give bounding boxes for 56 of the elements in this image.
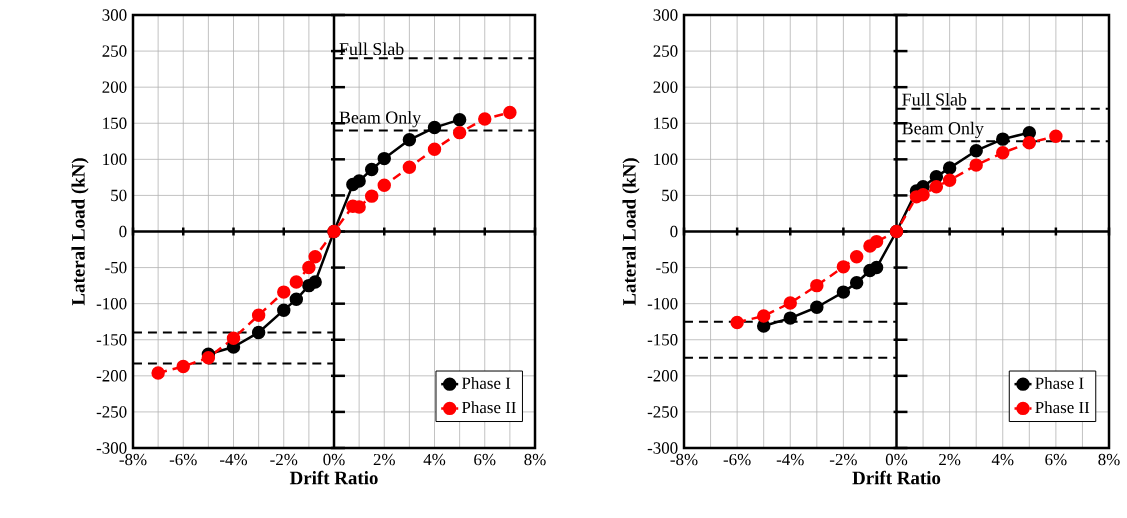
y-tick-label: -200 xyxy=(96,370,127,382)
y-tick-label: 100 xyxy=(103,153,127,166)
ref-line-label: Beam Only xyxy=(339,110,422,128)
y-axis-title: Lateral Load (kN) xyxy=(622,158,640,306)
y-tick-label: -100 xyxy=(647,297,678,310)
y-tick-label: 200 xyxy=(102,81,127,93)
y-tick-label: 150 xyxy=(103,117,127,129)
y-tick-label: -150 xyxy=(647,334,678,346)
y-tick-label: 200 xyxy=(653,81,678,93)
x-tick-label: 2% xyxy=(373,453,395,466)
legend-label: Phase II xyxy=(1035,401,1090,414)
legend-label: Phase I xyxy=(461,377,511,389)
x-axis-title: Drift Ratio xyxy=(289,470,378,485)
y-tick-label: -100 xyxy=(96,297,127,310)
x-tick-label: 6% xyxy=(474,453,496,466)
y-tick-label: 300 xyxy=(653,9,678,21)
y-tick-label: -50 xyxy=(105,261,127,274)
legend-label: Phase II xyxy=(461,401,516,414)
x-axis-title: Drift Ratio xyxy=(852,470,941,485)
y-tick-label: -300 xyxy=(647,442,678,454)
y-tick-label: -200 xyxy=(647,370,678,382)
y-tick-label: -300 xyxy=(96,442,127,454)
x-tick-label: -8% xyxy=(670,453,698,466)
x-tick-label: 4% xyxy=(423,453,446,466)
y-tick-label: 50 xyxy=(662,189,678,202)
y-tick-label: 0 xyxy=(119,225,127,238)
x-tick-label: 0% xyxy=(323,453,345,466)
y-tick-label: 250 xyxy=(102,45,127,57)
x-tick-label: -8% xyxy=(119,453,147,466)
ref-line-label: Full Slab xyxy=(339,42,404,56)
x-tick-label: 0% xyxy=(885,453,908,466)
y-axis-title: Lateral Load (kN) xyxy=(71,158,89,306)
y-tick-label: 150 xyxy=(654,117,678,129)
y-tick-label: -250 xyxy=(96,406,127,418)
ref-line-label: Beam Only xyxy=(902,121,984,139)
x-tick-label: 8% xyxy=(1098,453,1120,466)
y-tick-label: -50 xyxy=(656,261,678,274)
y-tick-label: 250 xyxy=(653,45,678,57)
y-tick-label: -150 xyxy=(96,334,127,346)
x-tick-label: 6% xyxy=(1045,453,1067,466)
legend-label: Phase I xyxy=(1035,377,1084,389)
y-tick-label: 100 xyxy=(654,153,678,166)
y-tick-label: -250 xyxy=(647,406,678,418)
x-tick-label: -4% xyxy=(776,453,804,466)
ref-line-label: Full Slab xyxy=(902,93,967,106)
x-tick-label: 4% xyxy=(991,453,1014,466)
y-tick-label: 0 xyxy=(670,225,678,238)
y-tick-label: 50 xyxy=(111,189,127,202)
y-tick-label: 300 xyxy=(102,9,127,21)
x-tick-label: -4% xyxy=(220,453,248,466)
x-tick-label: -2% xyxy=(270,453,298,466)
x-tick-label: -6% xyxy=(169,453,197,466)
x-tick-label: 8% xyxy=(524,453,546,466)
x-tick-label: 2% xyxy=(939,453,961,466)
x-tick-label: -2% xyxy=(829,453,857,466)
x-tick-label: -6% xyxy=(723,453,751,466)
